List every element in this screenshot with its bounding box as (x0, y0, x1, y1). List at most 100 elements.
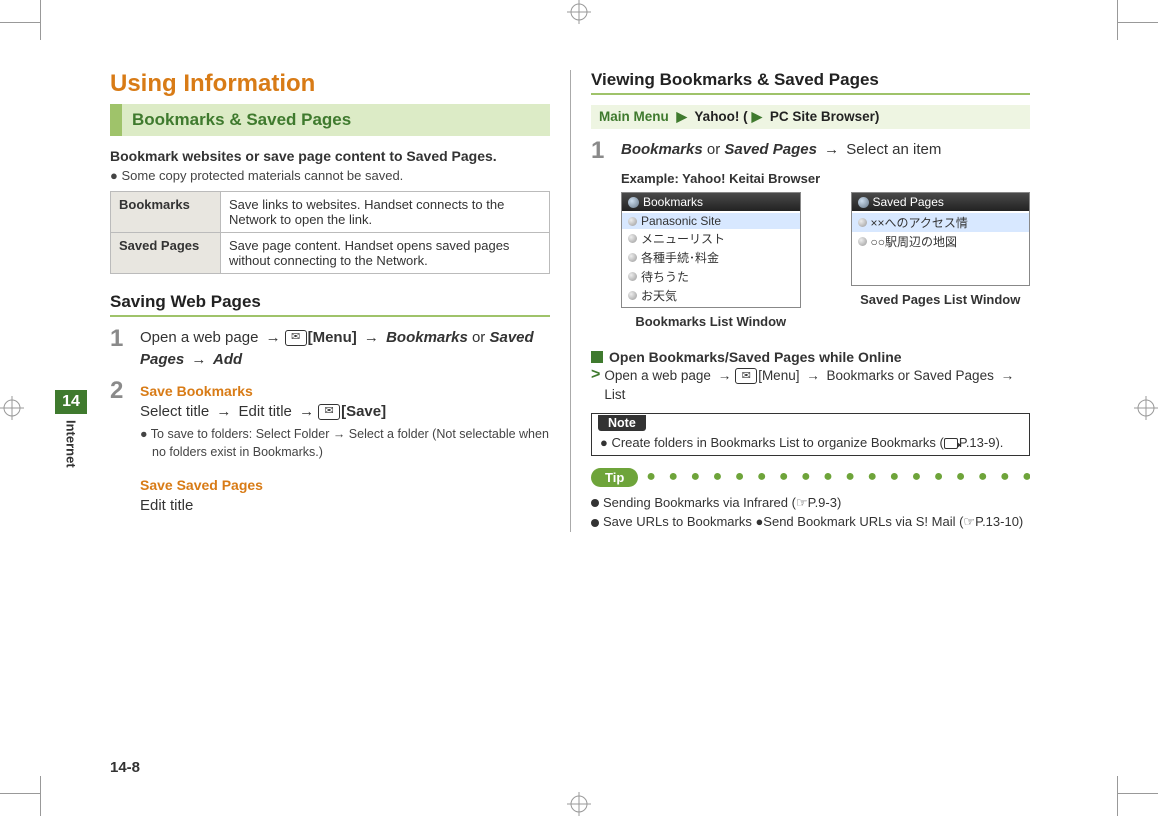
arrow-icon: → (191, 351, 206, 368)
desc-cell: Save page content. Handset opens saved p… (221, 233, 550, 274)
bullet-icon (628, 234, 637, 243)
bullet-icon (858, 237, 867, 246)
tip-text: Save URLs to Bookmarks ●Send Bookmark UR… (603, 514, 1023, 529)
nav-seg: Main Menu (599, 109, 669, 124)
arrow-icon: → (1001, 368, 1015, 383)
globe-icon (628, 197, 639, 208)
step-body: Save Bookmarks Select title → Edit title… (140, 379, 550, 517)
note-box: Note ● Create folders in Bookmarks List … (591, 413, 1030, 456)
list-item-text: Panasonic Site (641, 214, 721, 228)
list-item: ××へのアクセス情 (852, 213, 1030, 232)
right-column: Viewing Bookmarks & Saved Pages Main Men… (570, 70, 1030, 532)
shot-header: Saved Pages (852, 193, 1030, 211)
tip-line: Save URLs to Bookmarks ●Send Bookmark UR… (591, 512, 1030, 532)
h2-bar: Bookmarks & Saved Pages (110, 104, 550, 136)
step-number: 1 (591, 139, 621, 163)
shot-header-text: Bookmarks (643, 195, 703, 209)
inline-heading: Open Bookmarks/Saved Pages while Online (591, 349, 1030, 365)
tip-dots: ● ● ● ● ● ● ● ● ● ● ● ● ● ● ● ● ● ● ● ● … (646, 468, 1030, 486)
bullet-icon (591, 519, 599, 527)
registration-mark (567, 792, 591, 816)
crop-mark (0, 22, 40, 23)
shot-list: Panasonic Site メニューリスト各種手続･料金待ちうたお天気 (622, 211, 800, 307)
term-cell: Bookmarks (111, 192, 221, 233)
list-item: メニューリスト (622, 229, 800, 248)
note-body: ● Create folders in Bookmarks List to or… (592, 432, 1029, 455)
page-number: 14-8 (110, 759, 140, 776)
shot-window: Saved Pages ××へのアクセス情○○駅周辺の地図 (851, 192, 1031, 286)
definition-table: Bookmarks Save links to websites. Handse… (110, 191, 550, 274)
note-label: Note (598, 415, 646, 431)
list-item-text: メニューリスト (641, 230, 725, 247)
bullet-icon (628, 291, 637, 300)
table-row: Saved Pages Save page content. Handset o… (111, 233, 550, 274)
shot-header: Bookmarks (622, 193, 800, 211)
crop-mark (1117, 776, 1118, 816)
left-column: Using Information Bookmarks & Saved Page… (110, 70, 570, 532)
side-tab: 14 Internet (55, 390, 87, 468)
step-1: 1 Bookmarks or Saved Pages → Select an i… (591, 139, 1030, 163)
arrow-icon: → (824, 141, 839, 158)
step-body: Bookmarks or Saved Pages → Select an ite… (621, 139, 1030, 161)
globe-icon (858, 197, 869, 208)
h3-title: Viewing Bookmarks & Saved Pages (591, 70, 1030, 95)
saved-shot: Saved Pages ××へのアクセス情○○駅周辺の地図 Saved Page… (851, 192, 1031, 329)
arrow-icon: → (806, 368, 820, 383)
step-line: Edit title (140, 495, 550, 517)
key-icon: ✉ (735, 368, 757, 384)
registration-mark (1134, 396, 1158, 420)
nav-seg: Yahoo! ( (694, 109, 747, 124)
tip-text: Sending Bookmarks via Infrared (☞P.9-3) (603, 495, 841, 510)
list-item: 各種手続･料金 (622, 248, 800, 267)
shot-caption: Saved Pages List Window (851, 292, 1031, 307)
shot-list: ××へのアクセス情○○駅周辺の地図 (852, 211, 1030, 285)
phone-screenshots: Bookmarks Panasonic Site メニューリスト各種手続･料金待ち… (621, 192, 1030, 329)
h2-title: Bookmarks & Saved Pages (122, 104, 361, 136)
step-sub-title: Save Saved Pages (140, 475, 550, 495)
list-item: Panasonic Site (622, 213, 800, 229)
crop-mark (0, 793, 40, 794)
registration-mark (567, 0, 591, 24)
shot-caption: Bookmarks List Window (621, 314, 801, 329)
tip-header: Tip ● ● ● ● ● ● ● ● ● ● ● ● ● ● ● ● ● ● … (591, 468, 1030, 487)
h3-title: Saving Web Pages (110, 292, 550, 317)
procedure-line: > Open a web page →✉[Menu] → Bookmarks o… (591, 367, 1030, 405)
step-line: Select title → Edit title →✉[Save] (140, 401, 550, 423)
square-icon (591, 351, 603, 363)
bullet-icon (628, 217, 637, 226)
crop-mark (40, 0, 41, 40)
chapter-label: Internet (64, 420, 79, 468)
crop-mark (40, 776, 41, 816)
list-item: お天気 (622, 286, 800, 305)
bookmarks-shot: Bookmarks Panasonic Site メニューリスト各種手続･料金待ち… (621, 192, 801, 329)
desc-cell: Save links to websites. Handset connects… (221, 192, 550, 233)
list-item-text: 各種手続･料金 (641, 249, 719, 266)
shot-header-text: Saved Pages (873, 195, 944, 209)
h1-title: Using Information (110, 70, 550, 98)
bullet-icon (628, 253, 637, 262)
bullet-icon (591, 499, 599, 507)
list-item-text: ××へのアクセス情 (871, 214, 968, 231)
inline-heading-text: Open Bookmarks/Saved Pages while Online (609, 349, 902, 365)
arrow-icon: → (718, 368, 732, 383)
step-1: 1 Open a web page →✉[Menu] → Bookmarks o… (110, 327, 550, 371)
arrow-icon: → (364, 329, 379, 346)
list-item: 待ちうた (622, 267, 800, 286)
crop-mark (1118, 793, 1158, 794)
reference-icon (944, 438, 958, 449)
intro-note: ● Some copy protected materials cannot b… (110, 168, 550, 183)
chapter-number: 14 (55, 390, 87, 414)
triangle-icon: ▶ (752, 109, 762, 124)
crop-mark (1117, 0, 1118, 40)
registration-mark (0, 396, 24, 420)
note-ref: P.13-9). (959, 435, 1004, 450)
step-2: 2 Save Bookmarks Select title → Edit tit… (110, 379, 550, 517)
nav-path: Main Menu ▶ Yahoo! (▶ PC Site Browser) (591, 105, 1030, 129)
procedure-text: Open a web page →✉[Menu] → Bookmarks or … (604, 367, 1030, 405)
tip-list: Sending Bookmarks via Infrared (☞P.9-3) … (591, 493, 1030, 532)
list-item: ○○駅周辺の地図 (852, 232, 1030, 251)
tip-label: Tip (591, 468, 638, 487)
arrow-icon: → (266, 329, 281, 346)
intro-bold: Bookmark websites or save page content t… (110, 148, 550, 164)
arrow-icon: → (216, 403, 231, 420)
